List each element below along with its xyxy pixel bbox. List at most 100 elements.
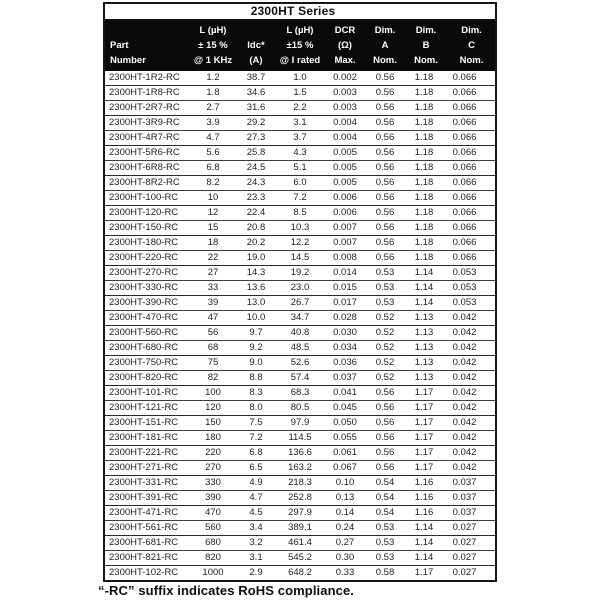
value-cell: 10.0 (236, 310, 276, 326)
table-row: 2300HT-560-RC 56 9.7 40.8 0.030 0.52 1.13 0.042 (104, 325, 497, 341)
value-cell: 0.52 (366, 325, 404, 341)
value-cell: 0.56 (366, 85, 404, 101)
table-row: 2300HT-150-RC 15 20.8 10.3 0.007 0.56 1.18 0.06… (104, 220, 497, 236)
column-header-line: C (468, 40, 475, 51)
rohs-footnote: “-RC” suffix indicates RoHS compliance. (98, 583, 355, 598)
value-cell: 0.037 (448, 505, 497, 521)
value-cell: 0.14 (324, 505, 366, 521)
part-number-cell: 2300HT-3R9-RC (104, 115, 190, 131)
value-cell: 82 (190, 370, 236, 386)
value-cell: 0.042 (448, 370, 497, 386)
part-number-cell: 2300HT-560-RC (104, 325, 190, 341)
value-cell: 0.066 (448, 145, 497, 161)
part-number-cell: 2300HT-181-RC (104, 430, 190, 446)
value-cell: 4.5 (236, 505, 276, 521)
value-cell: 10.3 (276, 220, 324, 236)
table-row: 2300HT-680-RC 68 9.2 48.5 0.034 0.52 1.13 0.042 (104, 340, 497, 356)
table-row: 2300HT-6R8-RC 6.8 24.5 5.1 0.005 0.56 1.18 0.06… (104, 160, 497, 176)
value-cell: 0.066 (448, 235, 497, 251)
value-cell: 20.2 (236, 235, 276, 251)
table-head: 2300HT Series Part Number L (µH) ± 15 % @ 1 … (104, 3, 497, 71)
value-cell: 470 (190, 505, 236, 521)
value-cell: 1.17 (404, 385, 448, 401)
value-cell: 0.56 (366, 445, 404, 461)
part-number-cell: 2300HT-221-RC (104, 445, 190, 461)
value-cell: 0.066 (448, 100, 497, 116)
value-cell: 0.037 (448, 490, 497, 506)
part-number-cell: 2300HT-331-RC (104, 475, 190, 491)
table-row: 2300HT-271-RC 270 6.5 163.2 0.067 0.56 1.17 0.0… (104, 460, 497, 476)
parts-table-container: 2300HT Series Part Number L (µH) ± 15 % @ 1 … (103, 2, 498, 582)
value-cell: 0.030 (324, 325, 366, 341)
value-cell: 31.6 (236, 100, 276, 116)
value-cell: 0.042 (448, 415, 497, 431)
column-header-line: Nom. (459, 55, 484, 66)
table-row: 2300HT-121-RC 120 8.0 80.5 0.045 0.56 1.17 0.04… (104, 400, 497, 416)
value-cell: 0.003 (324, 100, 366, 116)
value-cell: 1.13 (404, 340, 448, 356)
value-cell: 0.53 (366, 535, 404, 551)
value-cell: 0.004 (324, 130, 366, 146)
column-header-line: B (422, 40, 430, 51)
value-cell: 2.2 (276, 100, 324, 116)
value-cell: 1.17 (404, 415, 448, 431)
value-cell: 9.7 (236, 325, 276, 341)
value-cell: 0.56 (375, 72, 395, 83)
value-cell: 97.9 (276, 415, 324, 431)
value-cell: 180 (190, 430, 236, 446)
value-cell: 0.54 (366, 490, 404, 506)
value-cell: 22 (190, 250, 236, 266)
table-title-row: 2300HT Series (104, 3, 497, 21)
value-cell: 0.066 (448, 250, 497, 266)
value-cell: 0.58 (366, 565, 404, 581)
value-cell: 0.015 (324, 280, 366, 296)
column-header-line: ±15 % (286, 40, 314, 51)
value-cell: 15 (190, 220, 236, 236)
value-cell: 0.042 (448, 430, 497, 446)
value-cell: 22.4 (236, 205, 276, 221)
value-cell: 389.1 (276, 520, 324, 536)
column-header-line: L (µH) (286, 25, 314, 36)
table-row: 2300HT-1R2-RC 1.2 38.7 1.0 0.002 0.56 1.18 0.06… (104, 71, 496, 86)
value-cell: 0.56 (366, 430, 404, 446)
table-row: 2300HT-180-RC 18 20.2 12.2 0.007 0.56 1.18 0.06… (104, 235, 497, 251)
column-header-4: DCR (Ω) Max. (324, 20, 366, 71)
value-cell: 0.041 (324, 385, 366, 401)
value-cell: 1.18 (404, 220, 448, 236)
table-row: 2300HT-3R9-RC 3.9 29.2 3.1 0.004 0.56 1.18 0.06… (104, 115, 497, 131)
value-cell: 0.56 (366, 190, 404, 206)
value-cell: 820 (190, 550, 236, 566)
value-cell: 163.2 (276, 460, 324, 476)
part-number-cell: 2300HT-220-RC (104, 250, 190, 266)
part-number-cell: 2300HT-4R7-RC (104, 130, 190, 146)
value-cell: 26.7 (276, 295, 324, 311)
value-cell: 0.56 (366, 160, 404, 176)
part-number-cell: 2300HT-5R6-RC (104, 145, 190, 161)
value-cell: 0.042 (448, 310, 497, 326)
value-cell: 3.4 (236, 520, 276, 536)
value-cell: 14.3 (236, 265, 276, 281)
table-row: 2300HT-100-RC 10 23.3 7.2 0.006 0.56 1.18 0.066 (104, 190, 497, 206)
column-header-line: Max. (334, 55, 356, 66)
column-header-5: Dim. A Nom. (366, 20, 404, 71)
value-cell: 0.56 (366, 385, 404, 401)
value-cell: 0.27 (324, 535, 366, 551)
table-row: 2300HT-8R2-RC 8.2 24.3 6.0 0.005 0.56 1.18 0.06… (104, 175, 497, 191)
value-cell: 0.53 (366, 295, 404, 311)
column-header-2: Idc* (A) (236, 20, 276, 71)
column-header-line: @ 1 KHz (193, 55, 233, 66)
value-cell: 12 (190, 205, 236, 221)
value-cell: 0.53 (366, 550, 404, 566)
value-cell: 0.53 (366, 265, 404, 281)
value-cell: 0.53 (366, 280, 404, 296)
part-number-cell: 2300HT-561-RC (104, 520, 190, 536)
column-header-line: DCR (334, 25, 356, 36)
part-number-cell: 2300HT-1R2-RC (109, 72, 180, 83)
column-header-line: (Ω) (338, 40, 352, 51)
value-cell: 3.7 (276, 130, 324, 146)
value-cell: 1.13 (404, 355, 448, 371)
value-cell: 12.2 (276, 235, 324, 251)
table-row: 2300HT-561-RC 560 3.4 389.1 0.24 0.53 1.14 0.02… (104, 520, 497, 536)
value-cell: 0.042 (448, 325, 497, 341)
